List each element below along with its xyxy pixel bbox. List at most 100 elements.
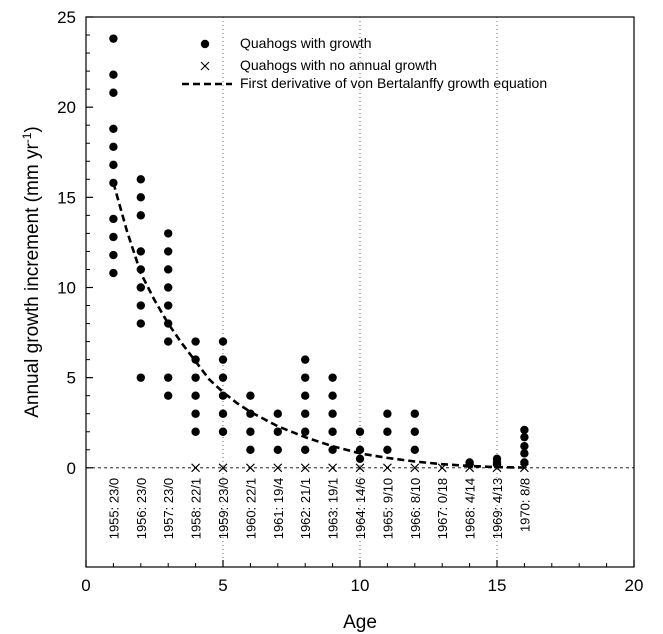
year-label: 1959: 23/0 [216, 478, 231, 539]
growth-point [136, 247, 145, 256]
growth-point [301, 391, 310, 400]
growth-point [520, 432, 529, 442]
no-growth-point [218, 463, 228, 473]
growth-point [218, 391, 228, 400]
legend-marker-circle [200, 39, 210, 49]
von-bertalanffy-curve [112, 182, 525, 469]
growth-point [164, 283, 173, 292]
growth-point [136, 319, 145, 328]
x-tick-label: 0 [81, 576, 90, 595]
growth-point [218, 409, 228, 418]
no-growth-point [465, 463, 474, 473]
growth-point [246, 409, 255, 418]
growth-point [191, 391, 200, 400]
growth-point [191, 337, 200, 346]
growth-point [355, 445, 365, 454]
growth-point [328, 409, 337, 418]
growth-point [218, 427, 228, 436]
year-label: 1965: 9/10 [380, 478, 395, 539]
x-tick-label: 10 [351, 576, 370, 595]
y-axis-title-main: Annual growth increment (mm yr [22, 143, 43, 418]
growth-point [383, 409, 392, 418]
growth-point [109, 142, 118, 152]
growth-point [328, 445, 337, 454]
growth-point [164, 319, 173, 328]
growth-point [328, 391, 337, 400]
growth-point [355, 427, 365, 436]
growth-point [301, 445, 310, 454]
growth-point [136, 301, 145, 310]
growth-point [191, 427, 200, 436]
growth-point [301, 409, 310, 418]
growth-point [191, 373, 200, 382]
no-growth-point [383, 463, 392, 473]
no-growth-point [437, 463, 447, 473]
growth-point [164, 247, 173, 256]
year-label: 1968: 4/14 [463, 478, 478, 539]
y-tick-label: 5 [67, 369, 76, 388]
x-tick-label: 5 [218, 576, 227, 595]
year-label: 1955: 23/0 [106, 478, 121, 539]
growth-point [520, 441, 529, 451]
growth-point [383, 427, 392, 436]
growth-point [218, 355, 228, 364]
year-label: 1967: 0/18 [435, 478, 450, 539]
year-label: 1961: 19/4 [271, 478, 286, 539]
growth-point [218, 337, 228, 346]
growth-point [383, 445, 392, 454]
growth-point [191, 409, 200, 418]
growth-point [520, 458, 529, 467]
growth-point [136, 283, 145, 292]
no-growth-point [520, 463, 529, 473]
year-label: 1970: 8/8 [517, 478, 532, 532]
no-growth-point [492, 463, 502, 473]
growth-point [520, 425, 529, 435]
growth-point [410, 427, 419, 436]
growth-point [109, 160, 118, 170]
growth-point [109, 124, 118, 134]
reference-lines [86, 17, 634, 567]
y-axis: 0 5 10 15 20 25 [57, 8, 93, 478]
growth-point [273, 409, 282, 418]
y-axis-title: Annual growth increment (mm yr-1) [20, 126, 43, 418]
growth-point [246, 391, 255, 400]
growth-point [109, 250, 118, 260]
year-label: 1966: 8/10 [408, 478, 423, 539]
growth-point [109, 214, 118, 224]
growth-point [246, 427, 255, 436]
legend-label: Quahogs with growth [240, 35, 372, 51]
legend-marker-cross [200, 61, 210, 71]
growth-point [136, 175, 145, 184]
growth-point [246, 445, 255, 454]
growth-point [273, 427, 282, 436]
y-tick-label: 20 [57, 98, 76, 117]
year-label: 1969: 4/13 [490, 478, 505, 539]
growth-point [410, 445, 419, 454]
y-tick-label: 25 [57, 8, 76, 27]
no-growth-point [191, 463, 200, 473]
growth-point [164, 229, 173, 238]
no-growth-point [328, 463, 337, 473]
growth-point [164, 391, 173, 400]
dashed-curve [112, 182, 525, 469]
no-growth-point [410, 463, 420, 473]
year-label: 1963: 19/1 [326, 478, 341, 539]
growth-point [164, 265, 173, 274]
no-growth-point [355, 463, 365, 473]
growth-point [136, 211, 145, 220]
growth-point [273, 445, 282, 454]
growth-points [109, 34, 529, 469]
growth-point [218, 373, 228, 382]
x-tick-label: 15 [488, 576, 507, 595]
growth-point [520, 449, 529, 458]
year-label: 1960: 22/1 [243, 478, 258, 539]
growth-point [136, 193, 145, 202]
year-label: 1962: 21/1 [298, 478, 313, 539]
x-axis: 0 5 10 15 20 [81, 560, 643, 595]
year-label: 1958: 22/1 [189, 478, 204, 539]
x-tick-label: 20 [625, 576, 644, 595]
y-tick-label: 0 [67, 459, 76, 478]
growth-point [109, 34, 118, 43]
growth-point [164, 301, 173, 310]
